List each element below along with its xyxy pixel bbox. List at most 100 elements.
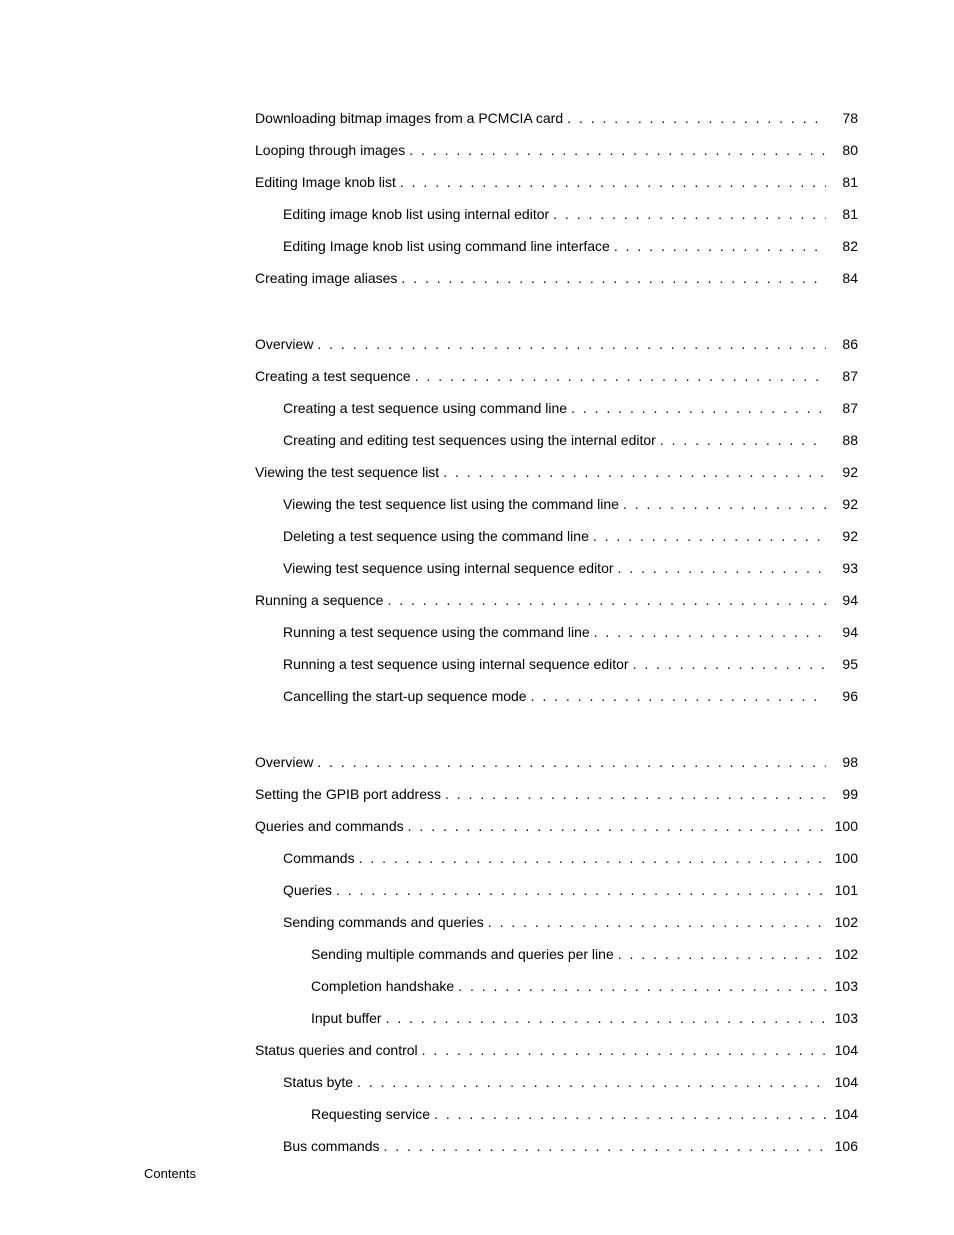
- toc-entry[interactable]: Status queries and control 104: [255, 1042, 858, 1058]
- toc-entry-page: 92: [830, 528, 858, 544]
- toc-entry-title: Viewing the test sequence list: [255, 464, 439, 480]
- toc-entry-title: Running a sequence: [255, 592, 383, 608]
- toc-entry[interactable]: Bus commands106: [255, 1138, 858, 1154]
- toc-leader-dots: [317, 754, 826, 770]
- toc-leader-dots: [633, 656, 826, 672]
- footer-label: Contents: [144, 1166, 196, 1181]
- toc-entry[interactable]: Overview86: [255, 336, 858, 352]
- toc-entry-title: Commands: [283, 850, 355, 866]
- toc-leader-dots: [593, 528, 826, 544]
- toc-entry-page: 87: [830, 400, 858, 416]
- toc-entry-title: Queries: [283, 882, 332, 898]
- toc-entry[interactable]: Editing image knob list using internal e…: [255, 206, 858, 222]
- toc-entry[interactable]: Commands100: [255, 850, 858, 866]
- toc-entry[interactable]: Viewing test sequence using internal seq…: [255, 560, 858, 576]
- toc-leader-dots: [401, 270, 826, 286]
- toc-entry[interactable]: Downloading bitmap images from a PCMCIA …: [255, 110, 858, 126]
- toc-leader-dots: [443, 464, 826, 480]
- toc-entry-page: 94: [830, 592, 858, 608]
- toc-entry-page: 94: [830, 624, 858, 640]
- toc-entry-page: 96: [830, 688, 858, 704]
- toc-leader-dots: [359, 850, 826, 866]
- toc-entry[interactable]: Queries and commands100: [255, 818, 858, 834]
- toc-entry-page: 104: [830, 1042, 858, 1058]
- toc-leader-dots: [488, 914, 826, 930]
- toc-entry-title: Status queries and control: [255, 1042, 418, 1058]
- toc-leader-dots: [357, 1074, 826, 1090]
- toc-entry-page: 92: [830, 496, 858, 512]
- toc-entry-title: Editing Image knob list using command li…: [283, 238, 610, 254]
- toc-entry-title: Completion handshake: [311, 978, 454, 994]
- toc-entry[interactable]: Sending commands and queries102: [255, 914, 858, 930]
- toc-leader-dots: [614, 238, 826, 254]
- toc-entry[interactable]: Viewing the test sequence list using the…: [255, 496, 858, 512]
- toc-entry[interactable]: Requesting service 104: [255, 1106, 858, 1122]
- toc-leader-dots: [387, 592, 826, 608]
- toc-entry-title: Creating image aliases: [255, 270, 397, 286]
- toc-entry-page: 102: [830, 914, 858, 930]
- toc-entry-page: 81: [830, 206, 858, 222]
- toc-entry-page: 103: [830, 1010, 858, 1026]
- toc-entry[interactable]: Running a sequence 94: [255, 592, 858, 608]
- toc-entry[interactable]: Viewing the test sequence list 92: [255, 464, 858, 480]
- toc-entry-page: 103: [830, 978, 858, 994]
- toc-entry-page: 81: [830, 174, 858, 190]
- toc-leader-dots: [618, 946, 826, 962]
- toc-entry[interactable]: Sending multiple commands and queries pe…: [255, 946, 858, 962]
- toc-leader-dots: [409, 142, 826, 158]
- toc-entry-page: 82: [830, 238, 858, 254]
- toc-entry[interactable]: Running a test sequence using the comman…: [255, 624, 858, 640]
- toc-entry-page: 99: [830, 786, 858, 802]
- toc-entry[interactable]: Creating a test sequence87: [255, 368, 858, 384]
- toc-entry[interactable]: Deleting a test sequence using the comma…: [255, 528, 858, 544]
- toc-entry[interactable]: Looping through images 80: [255, 142, 858, 158]
- toc-entry-title: Creating a test sequence using command l…: [283, 400, 567, 416]
- toc-entry-page: 104: [830, 1074, 858, 1090]
- toc-entry-page: 80: [830, 142, 858, 158]
- toc-entry-page: 106: [830, 1138, 858, 1154]
- toc-content: Downloading bitmap images from a PCMCIA …: [255, 110, 858, 1170]
- toc-entry-title: Viewing the test sequence list using the…: [283, 496, 619, 512]
- toc-entry[interactable]: Queries 101: [255, 882, 858, 898]
- toc-entry-title: Requesting service: [311, 1106, 430, 1122]
- toc-entry[interactable]: Status byte104: [255, 1074, 858, 1090]
- toc-leader-dots: [567, 110, 826, 126]
- toc-entry-page: 95: [830, 656, 858, 672]
- toc-entry[interactable]: Creating image aliases 84: [255, 270, 858, 286]
- toc-entry-title: Viewing test sequence using internal seq…: [283, 560, 614, 576]
- toc-entry[interactable]: Setting the GPIB port address 99: [255, 786, 858, 802]
- toc-entry-title: Overview: [255, 754, 313, 770]
- toc-leader-dots: [660, 432, 826, 448]
- toc-entry-title: Input buffer: [311, 1010, 382, 1026]
- toc-entry[interactable]: Editing Image knob list81: [255, 174, 858, 190]
- toc-entry[interactable]: Overview 98: [255, 754, 858, 770]
- toc-entry-title: Editing image knob list using internal e…: [283, 206, 549, 222]
- toc-entry[interactable]: Input buffer 103: [255, 1010, 858, 1026]
- toc-entry[interactable]: Creating a test sequence using command l…: [255, 400, 858, 416]
- toc-leader-dots: [400, 174, 826, 190]
- toc-entry-page: 88: [830, 432, 858, 448]
- toc-entry-page: 100: [830, 818, 858, 834]
- toc-entry[interactable]: Completion handshake 103: [255, 978, 858, 994]
- toc-entry-page: 92: [830, 464, 858, 480]
- toc-leader-dots: [553, 206, 826, 222]
- toc-entry[interactable]: Running a test sequence using internal s…: [255, 656, 858, 672]
- toc-entry-page: 98: [830, 754, 858, 770]
- toc-leader-dots: [415, 368, 826, 384]
- toc-entry-page: 84: [830, 270, 858, 286]
- toc-entry-page: 87: [830, 368, 858, 384]
- toc-entry-title: Looping through images: [255, 142, 405, 158]
- toc-entry[interactable]: Creating and editing test sequences usin…: [255, 432, 858, 448]
- toc-entry-page: 101: [830, 882, 858, 898]
- toc-entry-title: Setting the GPIB port address: [255, 786, 441, 802]
- toc-entry-title: Running a test sequence using the comman…: [283, 624, 590, 640]
- toc-leader-dots: [408, 818, 826, 834]
- toc-entry[interactable]: Cancelling the start-up sequence mode96: [255, 688, 858, 704]
- toc-entry-page: 78: [830, 110, 858, 126]
- toc-entry-page: 104: [830, 1106, 858, 1122]
- toc-entry-title: Downloading bitmap images from a PCMCIA …: [255, 110, 563, 126]
- toc-leader-dots: [623, 496, 826, 512]
- toc-leader-dots: [458, 978, 826, 994]
- toc-entry[interactable]: Editing Image knob list using command li…: [255, 238, 858, 254]
- toc-leader-dots: [317, 336, 826, 352]
